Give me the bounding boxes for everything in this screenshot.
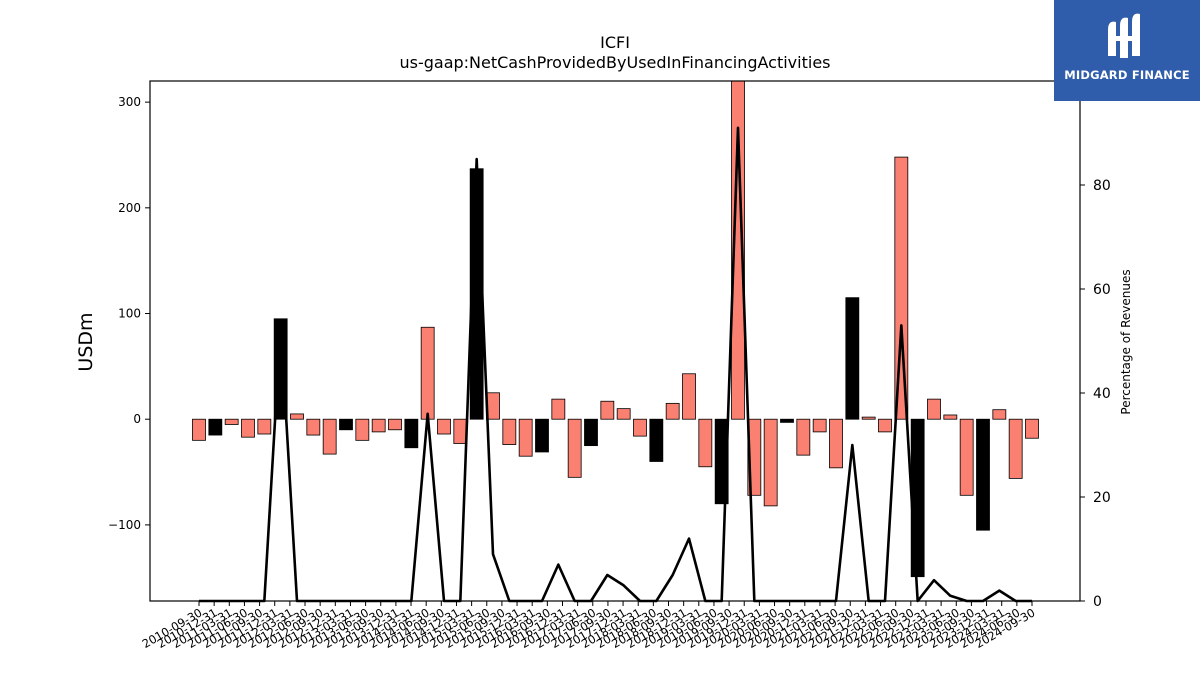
bar <box>1025 418 1039 439</box>
bar <box>780 418 794 423</box>
bar <box>290 413 304 420</box>
bar <box>257 418 272 435</box>
bar <box>829 418 843 469</box>
bar <box>355 418 370 441</box>
bar <box>420 326 435 420</box>
bar <box>943 414 958 420</box>
y2-tick-label: 20 <box>1093 490 1111 506</box>
brand-logo: MIDGARD FINANCE <box>1054 0 1200 101</box>
bar <box>453 418 468 444</box>
y2-tick-label: 60 <box>1093 282 1111 298</box>
bar <box>600 400 615 420</box>
chart-subtitle: us-gaap:NetCashProvidedByUsedInFinancing… <box>399 53 830 72</box>
bar <box>584 418 598 447</box>
bar <box>306 418 321 436</box>
bar <box>878 418 892 433</box>
bar <box>518 418 533 457</box>
bar <box>404 418 419 449</box>
bar <box>910 418 925 578</box>
bar <box>535 418 549 453</box>
bar <box>192 418 206 441</box>
y-tick-label: 0 <box>133 412 141 426</box>
x-ticks: 2010-09-302010-12-312011-03-312011-06-30… <box>140 601 1038 651</box>
bar <box>241 418 255 438</box>
bars-group <box>192 80 1039 578</box>
bar <box>567 418 582 478</box>
bar <box>959 418 974 496</box>
bar <box>763 418 778 507</box>
bar <box>371 418 386 433</box>
bar <box>812 418 827 433</box>
bar <box>437 418 451 435</box>
y-tick-label: −100 <box>108 518 141 532</box>
y2-tick-label: 40 <box>1093 386 1111 402</box>
y-tick-label: 200 <box>118 201 141 215</box>
y-tick-label: 300 <box>118 95 141 109</box>
bar <box>322 418 337 455</box>
bar <box>698 418 713 468</box>
bar <box>845 297 860 420</box>
bar <box>502 418 517 445</box>
bar <box>649 418 664 462</box>
bar <box>927 398 941 420</box>
y-ticks: −100 0 100 200 300 <box>108 95 150 532</box>
bar <box>551 398 566 420</box>
bar <box>992 409 1007 420</box>
bar <box>894 156 909 420</box>
bar <box>665 402 680 420</box>
bar <box>339 418 353 431</box>
bar <box>633 418 647 437</box>
logo-mark-icon <box>1108 13 1140 58</box>
logo-text: MIDGARD FINANCE <box>1064 68 1190 82</box>
bar <box>796 418 811 456</box>
y2-tick-label: 0 <box>1093 594 1102 610</box>
y2-ticks: 0 20 40 60 80 <box>1080 178 1111 610</box>
y2-tick-label: 80 <box>1093 178 1111 194</box>
bar <box>616 408 631 420</box>
plot-frame <box>149 80 1081 602</box>
y-tick-label: 100 <box>118 307 141 321</box>
chart-title: ICFI <box>600 33 630 52</box>
bar <box>861 416 876 420</box>
y-axis-label: USDm <box>75 312 97 371</box>
bar <box>388 418 402 431</box>
bar <box>208 418 223 436</box>
bar <box>682 373 696 420</box>
y2-axis-label: Percentage of Revenues <box>1119 269 1133 414</box>
bar <box>1008 418 1023 479</box>
bar <box>224 418 239 425</box>
bar <box>976 418 990 531</box>
